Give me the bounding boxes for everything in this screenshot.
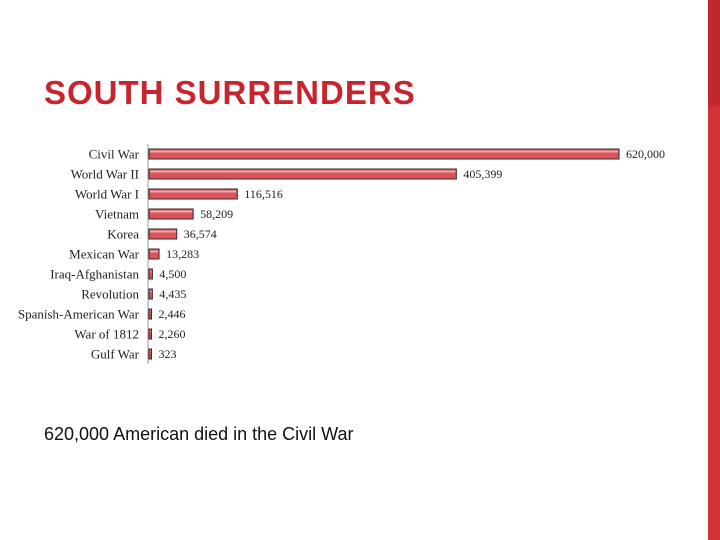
bar-highlight — [150, 250, 159, 253]
value-label: 323 — [159, 347, 177, 361]
bar — [148, 248, 160, 260]
accent-block — [708, 0, 720, 106]
slide-title: SOUTH SURRENDERS — [44, 74, 416, 111]
bar — [148, 268, 153, 280]
value-label: 620,000 — [626, 147, 665, 161]
bar-highlight — [150, 350, 151, 353]
bar — [148, 208, 194, 220]
category-label: Korea — [107, 227, 139, 242]
bar-highlight — [150, 310, 151, 313]
bar-highlight — [150, 290, 152, 293]
accent-gap — [704, 0, 708, 540]
bar — [148, 168, 457, 180]
slide-caption: 620,000 American died in the Civil War — [44, 424, 354, 444]
category-label: World War I — [75, 187, 139, 202]
bar — [148, 308, 152, 320]
accent-bar — [708, 0, 720, 540]
bar-highlight — [150, 230, 176, 233]
value-label: 2,260 — [159, 327, 186, 341]
bar — [148, 148, 620, 160]
value-label: 405,399 — [463, 167, 502, 181]
war-deaths-bar-chart: Civil War 620,000 World War II 405,399 World… — [18, 144, 665, 364]
category-label: Iraq-Afghanistan — [50, 267, 139, 282]
category-label: Vietnam — [95, 207, 139, 222]
category-label: Revolution — [81, 287, 139, 302]
bar — [148, 188, 238, 200]
value-label: 116,516 — [244, 187, 283, 201]
bar — [148, 328, 152, 340]
category-label: War of 1812 — [74, 327, 139, 342]
bar-highlight — [150, 330, 151, 333]
category-label: Civil War — [89, 147, 140, 162]
category-label: Gulf War — [91, 347, 140, 362]
category-label: World War II — [71, 167, 139, 182]
category-label: Spanish-American War — [18, 307, 140, 322]
value-label: 2,446 — [159, 307, 186, 321]
bar — [148, 228, 178, 240]
value-label: 4,435 — [159, 287, 186, 301]
bar — [148, 348, 152, 360]
value-label: 36,574 — [184, 227, 217, 241]
bar — [148, 288, 153, 300]
bar-highlight — [150, 190, 237, 193]
bar-highlight — [150, 270, 152, 273]
bar-highlight — [150, 150, 618, 153]
value-label: 4,500 — [159, 267, 186, 281]
bar-highlight — [150, 170, 456, 173]
value-label: 13,283 — [166, 247, 199, 261]
bar-highlight — [150, 210, 193, 213]
category-label: Mexican War — [69, 247, 139, 262]
value-label: 58,209 — [200, 207, 233, 221]
